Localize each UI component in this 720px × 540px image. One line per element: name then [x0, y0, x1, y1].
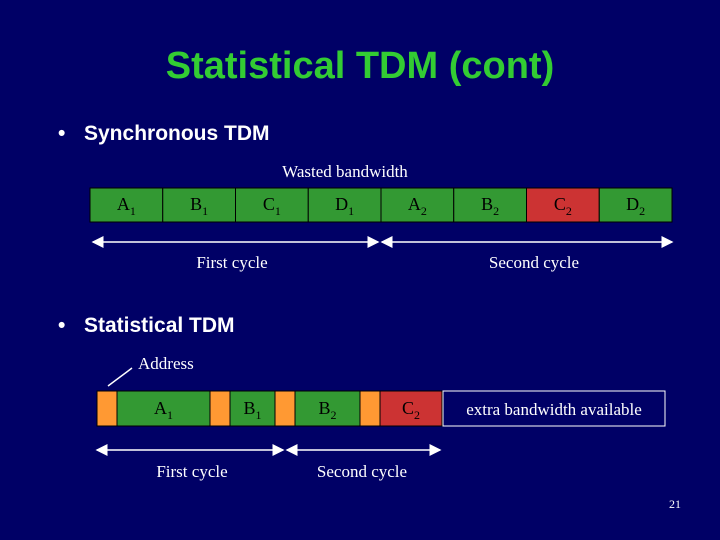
annotation: Wasted bandwidth [282, 162, 408, 181]
slot [307, 187, 382, 223]
address-field [359, 390, 381, 427]
slot [379, 390, 443, 427]
slot-letter: C [402, 398, 414, 418]
slot-letter: C [554, 194, 566, 214]
slot-letter: D [335, 194, 348, 214]
slot [526, 187, 600, 223]
slot-label: D2 [626, 194, 645, 218]
slot-label: B2 [481, 194, 499, 218]
extra-box [442, 390, 666, 427]
slot-sub: 2 [566, 204, 572, 218]
slot-sub: 2 [639, 204, 645, 218]
slot [162, 187, 236, 223]
slot-sub: 1 [275, 204, 281, 218]
slot-letter: A [408, 194, 421, 214]
slot-sub: 1 [167, 408, 173, 422]
slot-letter: B [481, 194, 493, 214]
cycle-label: First cycle [196, 253, 267, 272]
slot-sub: 2 [414, 408, 420, 422]
slot-label: A2 [408, 194, 427, 218]
page-number: 21 [669, 497, 681, 511]
slot-letter: D [626, 194, 639, 214]
slot-sub: 1 [256, 408, 262, 422]
slot-label: A1 [154, 398, 173, 422]
slot-letter: B [243, 398, 255, 418]
slot-sub: 2 [331, 408, 337, 422]
slot-label: D1 [335, 194, 354, 218]
address-field [274, 390, 296, 427]
slot [453, 187, 527, 223]
slot-letter: B [190, 194, 202, 214]
stat-row: A1 B1 B2 C2 [96, 390, 443, 427]
slot-sub: 2 [421, 204, 427, 218]
slot-label: B2 [318, 398, 336, 422]
slot-label: C2 [554, 194, 572, 218]
slot [294, 390, 361, 427]
bullet: • [58, 314, 65, 337]
pointer [107, 367, 133, 387]
sync-row: A1 B1 C1 D1 A2 B2 C2 D2 [89, 187, 673, 223]
slot [380, 187, 455, 223]
slot-sub: 2 [493, 204, 499, 218]
cycle-label: Second cycle [317, 462, 407, 481]
slot [598, 187, 673, 223]
bullet-text: Statistical TDM [84, 314, 235, 337]
annotation: Address [138, 354, 194, 373]
slot-label: B1 [190, 194, 208, 218]
slot [235, 187, 309, 223]
bullet: • [58, 122, 65, 145]
slot-sub: 1 [130, 204, 136, 218]
cycle-label: Second cycle [489, 253, 579, 272]
slot [229, 390, 276, 427]
slot-label: B1 [243, 398, 261, 422]
slot-letter: C [263, 194, 275, 214]
cycle-label: First cycle [156, 462, 227, 481]
slot-letter: A [117, 194, 130, 214]
slot-sub: 1 [202, 204, 208, 218]
slot-sub: 1 [348, 204, 354, 218]
slot [89, 187, 164, 223]
slot-label: A1 [117, 194, 136, 218]
slot-letter: A [154, 398, 167, 418]
title: Statistical TDM (cont) [166, 45, 554, 87]
slot-label: C1 [263, 194, 281, 218]
extra-label: extra bandwidth available [466, 400, 642, 419]
bullet-text: Synchronous TDM [84, 122, 270, 145]
address-field [96, 390, 118, 427]
address-field [209, 390, 231, 427]
slot-label: C2 [402, 398, 420, 422]
slot-letter: B [318, 398, 330, 418]
